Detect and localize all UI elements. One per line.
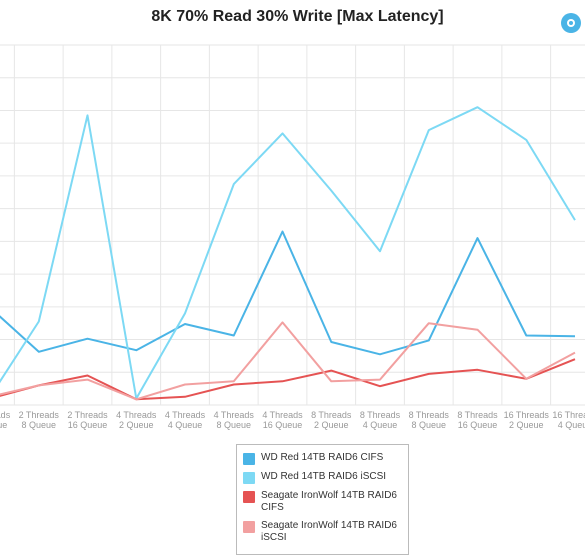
series-line-4: [0, 322, 575, 399]
x-tick-label: 4 Threads: [262, 410, 303, 420]
x-tick-label: 8 Queue: [216, 420, 251, 430]
x-tick-label: 2 Queue: [119, 420, 154, 430]
legend-swatch: [243, 491, 255, 503]
x-tick-label: 16 Queue: [263, 420, 303, 430]
x-tick-label: 4 Threads: [165, 410, 206, 420]
legend-swatch: [243, 472, 255, 484]
series-line-2: [0, 107, 575, 398]
legend-item[interactable]: Seagate IronWolf 14TB RAID6 CIFS: [243, 490, 402, 514]
legend: WD Red 14TB RAID6 CIFS WD Red 14TB RAID6 …: [236, 444, 409, 555]
legend-item[interactable]: WD Red 14TB RAID6 iSCSI: [243, 471, 402, 484]
x-tick-label: 4 Threads: [214, 410, 255, 420]
x-tick-label: 4 Queue: [363, 420, 398, 430]
legend-swatch: [243, 521, 255, 533]
legend-label: Seagate IronWolf 14TB RAID6 iSCSI: [261, 520, 402, 544]
series-line-1: [0, 232, 575, 355]
x-tick-label: 16 Threads: [504, 410, 550, 420]
x-tick-label: 8 Threads: [457, 410, 498, 420]
x-tick-label: 2 Threads: [67, 410, 108, 420]
x-tick-label: 16 Queue: [458, 420, 498, 430]
x-tick-label: 2 Threads: [0, 410, 11, 420]
x-tick-label: 8 Threads: [311, 410, 352, 420]
legend-item[interactable]: Seagate IronWolf 14TB RAID6 iSCSI: [243, 520, 402, 544]
x-tick-label: 2 Queue: [509, 420, 544, 430]
x-tick-label: 8 Threads: [360, 410, 401, 420]
x-tick-label: 2 Threads: [19, 410, 60, 420]
x-tick-label: 8 Queue: [21, 420, 56, 430]
x-tick-label: 2 Queue: [314, 420, 349, 430]
x-tick-label: 4 Threads: [116, 410, 157, 420]
x-tick-label: 4 Queue: [168, 420, 203, 430]
x-tick-label: 16 Queue: [68, 420, 108, 430]
x-tick-label: 16 Threads: [552, 410, 585, 420]
x-tick-label: 4 Queue: [0, 420, 7, 430]
legend-label: WD Red 14TB RAID6 iSCSI: [261, 471, 386, 483]
legend-label: Seagate IronWolf 14TB RAID6 CIFS: [261, 490, 402, 514]
legend-item[interactable]: WD Red 14TB RAID6 CIFS: [243, 452, 402, 465]
x-tick-label: 8 Threads: [409, 410, 450, 420]
x-tick-label: 8 Queue: [411, 420, 446, 430]
legend-label: WD Red 14TB RAID6 CIFS: [261, 452, 383, 464]
legend-swatch: [243, 453, 255, 465]
x-tick-label: 4 Queue: [558, 420, 585, 430]
